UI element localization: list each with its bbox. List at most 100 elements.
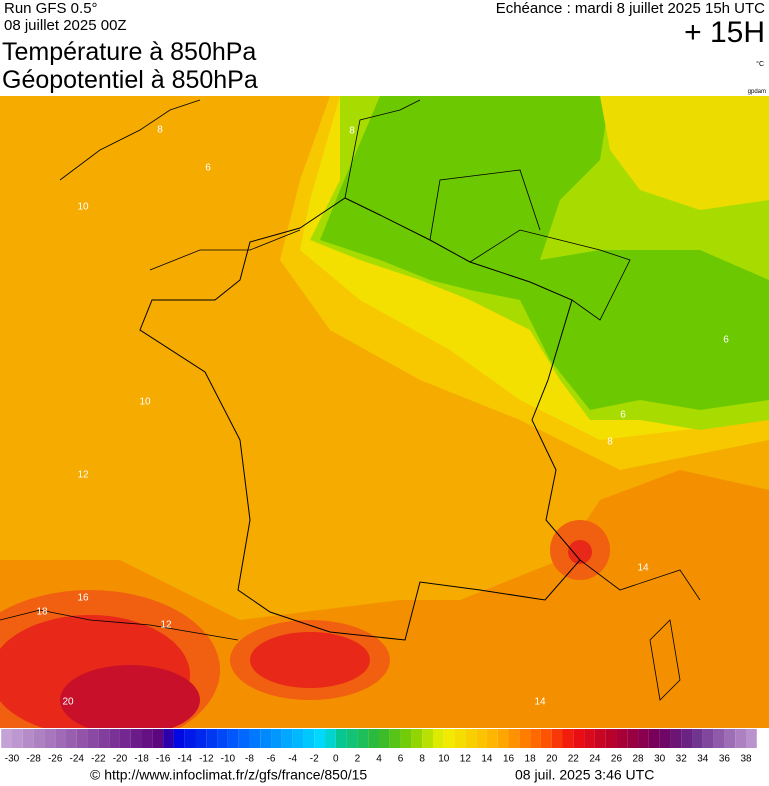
contour-label: 8	[607, 437, 613, 448]
temperature-zone	[568, 540, 592, 564]
color-cell	[33, 729, 45, 748]
contour-label: 6	[723, 335, 729, 346]
color-cell	[152, 729, 164, 748]
color-cell	[130, 729, 142, 748]
color-scale-label: -26	[48, 754, 63, 765]
color-cell	[411, 729, 423, 748]
temperature-zone	[320, 96, 769, 410]
contour-label: 10	[139, 397, 151, 408]
color-scale-label: 38	[740, 754, 752, 765]
color-scale-label: 28	[632, 754, 644, 765]
contour-label: 12	[77, 470, 89, 481]
color-scale-label: 24	[589, 754, 601, 765]
contour-label: 14	[637, 563, 649, 574]
contour-label: 10	[77, 202, 89, 213]
color-cell	[648, 729, 660, 748]
color-cell	[659, 729, 671, 748]
color-cell	[724, 729, 736, 748]
contour-label: 16	[77, 593, 89, 604]
color-scale-label: -28	[26, 754, 41, 765]
color-cell	[681, 729, 693, 748]
color-cell	[476, 729, 487, 748]
color-scale-label: 8	[419, 754, 425, 765]
contour-label: 8	[349, 126, 355, 137]
color-cell	[87, 729, 99, 748]
color-cell	[357, 729, 369, 748]
color-cell	[432, 729, 444, 748]
color-scale-label: 36	[719, 754, 731, 765]
color-scale-label: -18	[134, 754, 149, 765]
color-cell	[271, 729, 282, 748]
color-scale-label: 20	[546, 754, 558, 765]
map: 8 6 10 10 12 16 18 12 20 14 14 6 6 8 8	[0, 96, 769, 728]
color-scale-label: -4	[288, 754, 297, 765]
run-label: Run GFS 0.5°	[4, 0, 98, 17]
color-cell	[443, 729, 455, 748]
color-cell	[12, 729, 23, 748]
color-cell	[519, 729, 531, 748]
color-scale-label: -8	[245, 754, 254, 765]
color-cell	[551, 729, 563, 748]
color-scale-label: 14	[481, 754, 493, 765]
color-scale-label: 6	[398, 754, 404, 765]
temperature-zone	[600, 96, 769, 210]
color-cell	[22, 729, 34, 748]
color-scale-label: 12	[460, 754, 472, 765]
color-scale-label: 34	[697, 754, 709, 765]
color-scale-label: -12	[199, 754, 214, 765]
contour-label: 6	[620, 410, 626, 421]
color-cell	[281, 729, 293, 748]
color-cell	[1, 729, 13, 748]
color-scale-label: -22	[91, 754, 106, 765]
color-cell	[217, 729, 228, 748]
color-scale-label: -20	[113, 754, 128, 765]
credit: gpdam	[748, 89, 766, 95]
color-scale-label: 10	[438, 754, 450, 765]
color-cell	[497, 729, 509, 748]
color-scale-label: -24	[70, 754, 85, 765]
color-scale-label: 26	[611, 754, 623, 765]
contour-label: 20	[62, 697, 74, 708]
generation-time: 08 juil. 2025 3:46 UTC	[515, 767, 654, 783]
color-cell	[508, 729, 520, 748]
color-cell	[594, 729, 606, 748]
color-cell	[55, 729, 66, 748]
color-cell	[141, 729, 153, 748]
color-cell	[702, 729, 714, 748]
color-scale-label: 32	[676, 754, 688, 765]
color-scale-label: 16	[503, 754, 515, 765]
france-border	[139, 197, 581, 641]
temperature-zone	[60, 665, 200, 728]
color-cell	[368, 729, 379, 748]
color-cell	[238, 729, 250, 748]
color-cell	[314, 729, 326, 748]
color-cell	[65, 729, 77, 748]
color-cell	[454, 729, 466, 748]
color-cell	[163, 729, 174, 748]
contour-label: 8	[157, 125, 163, 136]
color-cell	[746, 729, 757, 748]
color-cell	[713, 729, 725, 748]
color-cell	[184, 729, 196, 748]
contour-label: 12	[160, 620, 172, 631]
color-cell	[249, 729, 261, 748]
contour-label: 14	[534, 697, 546, 708]
color-cell	[346, 729, 358, 748]
title-geopotential: Géopotentiel à 850hPa	[2, 66, 258, 94]
color-scale-label: 22	[568, 754, 580, 765]
color-scale-label: -30	[5, 754, 20, 765]
color-scale-label: -10	[221, 754, 236, 765]
lead-time: + 15H	[684, 16, 765, 49]
forecast-time: Echéance : mardi 8 juillet 2025 15h UTC	[496, 0, 765, 17]
color-cell	[260, 729, 272, 748]
color-scale-label: -2	[310, 754, 319, 765]
borders	[344, 99, 631, 321]
color-cell	[584, 729, 595, 748]
color-scale: -30 -28 -26 -24 -22 -20 -18 -16 -14 -12 -10 -8 -6 -4-…	[1, 729, 757, 765]
color-cell	[562, 729, 574, 748]
color-cell	[670, 729, 682, 748]
contour-label: 18	[36, 607, 48, 618]
contour-label: 6	[205, 163, 211, 174]
source-url: © http://www.infoclimat.fr/z/gfs/france/…	[90, 767, 367, 783]
color-cell	[692, 729, 703, 748]
